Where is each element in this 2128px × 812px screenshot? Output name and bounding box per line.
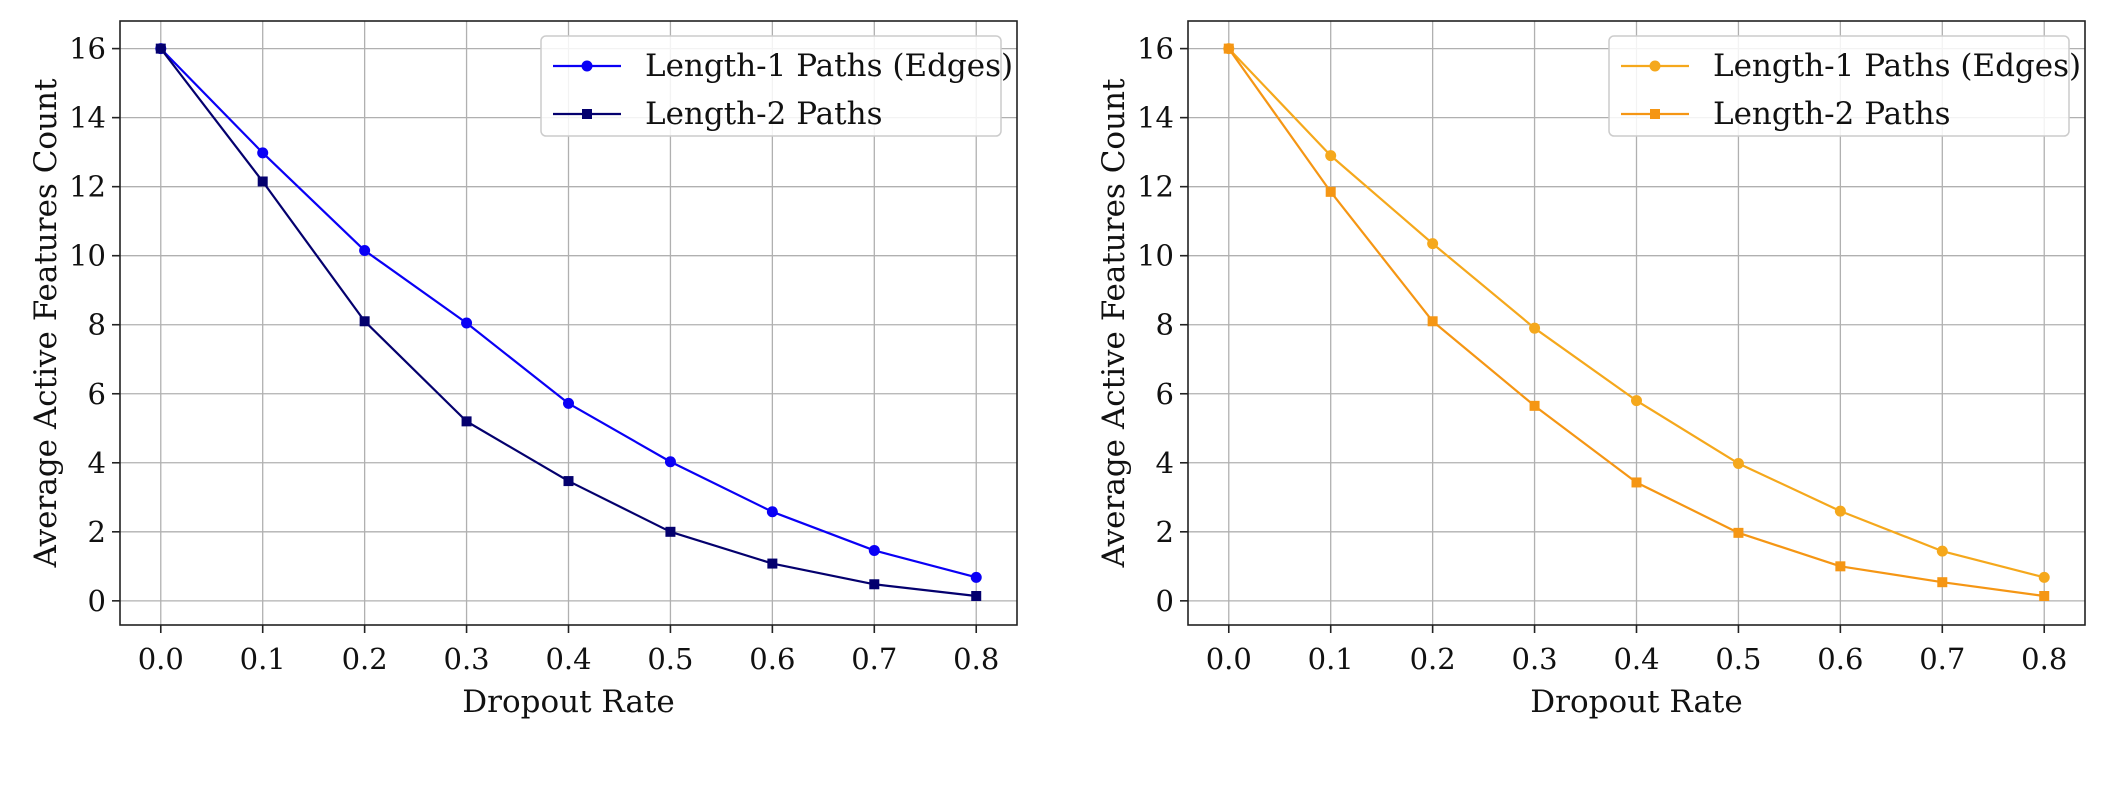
y-tick-label: 2 (88, 515, 106, 549)
data-point (1427, 238, 1439, 250)
y-tick-label: 0 (1156, 584, 1174, 618)
x-tick-label: 0.1 (240, 642, 286, 676)
data-point (1834, 505, 1846, 517)
chart-panel-2: 0.0 0.1 0.2 0.3 0.4 0.5 0.6 0.7 0.8 0 2 4 6 8 10 12 14 16… (1096, 20, 2086, 720)
x-axis-label: Dropout Rate (462, 684, 674, 720)
x-tick-label: 0.2 (1410, 642, 1456, 676)
series-2 (1223, 43, 2050, 602)
data-point (563, 397, 574, 409)
y-tick-label: 4 (1156, 446, 1174, 480)
x-tick-label: 0.8 (2021, 642, 2067, 676)
y-tick-label: 16 (69, 32, 106, 66)
data-point (1427, 316, 1438, 327)
y-tick-label: 6 (88, 377, 106, 411)
series-2 (155, 43, 982, 602)
data-point (1631, 395, 1642, 407)
legend-label: Length-1 Paths (Edges) (645, 48, 1013, 84)
y-tick-label: 0 (88, 584, 106, 618)
x-tick-label: 0.3 (444, 642, 490, 676)
data-point (461, 317, 473, 329)
legend-label: Length-2 Paths (645, 96, 883, 132)
data-point (257, 147, 269, 159)
data-point (563, 476, 574, 487)
data-point (1529, 322, 1541, 334)
legend-swatch-marker (582, 109, 592, 119)
data-point (1223, 43, 1234, 54)
data-point (1529, 400, 1540, 411)
data-point (1835, 561, 1846, 572)
data-point (971, 591, 982, 602)
legend-swatch-marker (1649, 60, 1661, 72)
plot-frame (1187, 20, 2086, 626)
legend-label: Length-2 Paths (1713, 96, 1951, 132)
data-point (2038, 571, 2050, 583)
data-point (257, 176, 268, 187)
data-point (1732, 457, 1744, 469)
data-point (868, 544, 880, 556)
y-tick-label: 12 (69, 170, 106, 204)
data-point (767, 558, 778, 569)
chart-panel-1: 0.0 0.1 0.2 0.3 0.4 0.5 0.6 0.7 0.8 0 2 4 6 8 10 12 14 16… (28, 20, 1018, 720)
legend: Length-1 Paths (Edges) Length-2 Paths (540, 35, 1013, 137)
x-tick-label: 0.2 (342, 642, 388, 676)
data-point (1325, 150, 1337, 162)
data-point (2039, 591, 2050, 602)
data-point (665, 526, 676, 537)
legend: Length-1 Paths (Edges) Length-2 Paths (1608, 35, 2081, 137)
x-tick-label: 0.8 (953, 642, 999, 676)
x-tick-label: 0.3 (1512, 642, 1558, 676)
data-point (869, 579, 880, 590)
data-point (1631, 477, 1642, 488)
data-point (1325, 186, 1336, 197)
x-tick-label: 0.5 (647, 642, 693, 676)
x-tick-label: 0.4 (545, 642, 591, 676)
data-point (1733, 527, 1744, 538)
y-axis-label: Average Active Features Count (28, 78, 64, 568)
x-tick-label: 0.1 (1308, 642, 1354, 676)
legend-label: Length-1 Paths (Edges) (1713, 48, 2081, 84)
y-axis-label: Average Active Features Count (1096, 78, 1132, 568)
legend-box (540, 35, 1002, 137)
x-tick-label: 0.7 (1919, 642, 1965, 676)
x-tick-label: 0.7 (851, 642, 897, 676)
x-tick-label: 0.4 (1613, 642, 1659, 676)
plot-frame (119, 20, 1018, 626)
y-tick-label: 12 (1137, 170, 1174, 204)
y-tick-label: 16 (1137, 32, 1174, 66)
x-tick-label: 0.6 (1817, 642, 1863, 676)
data-point (1936, 545, 1948, 557)
legend-swatch-marker (581, 60, 593, 72)
data-point (766, 506, 778, 518)
x-tick-label: 0.6 (749, 642, 795, 676)
x-tick-label: 0.0 (1206, 642, 1252, 676)
x-tick-label: 0.0 (138, 642, 184, 676)
x-tick-label: 0.5 (1715, 642, 1761, 676)
y-tick-label: 10 (1137, 239, 1174, 273)
data-point (359, 245, 371, 257)
y-tick-label: 2 (1156, 515, 1174, 549)
legend-box (1608, 35, 2070, 137)
data-point (155, 43, 166, 54)
y-tick-label: 4 (88, 446, 106, 480)
y-tick-label: 14 (1137, 101, 1174, 135)
y-tick-label: 10 (69, 239, 106, 273)
legend-swatch-marker (1650, 109, 1660, 119)
data-point (359, 316, 370, 327)
y-tick-label: 8 (1156, 308, 1174, 342)
y-tick-label: 8 (88, 308, 106, 342)
x-axis-label: Dropout Rate (1530, 684, 1742, 720)
y-tick-label: 14 (69, 101, 106, 135)
data-point (461, 416, 472, 427)
data-point (1937, 577, 1948, 588)
y-tick-label: 6 (1156, 377, 1174, 411)
data-point (970, 571, 982, 583)
data-point (664, 456, 676, 468)
